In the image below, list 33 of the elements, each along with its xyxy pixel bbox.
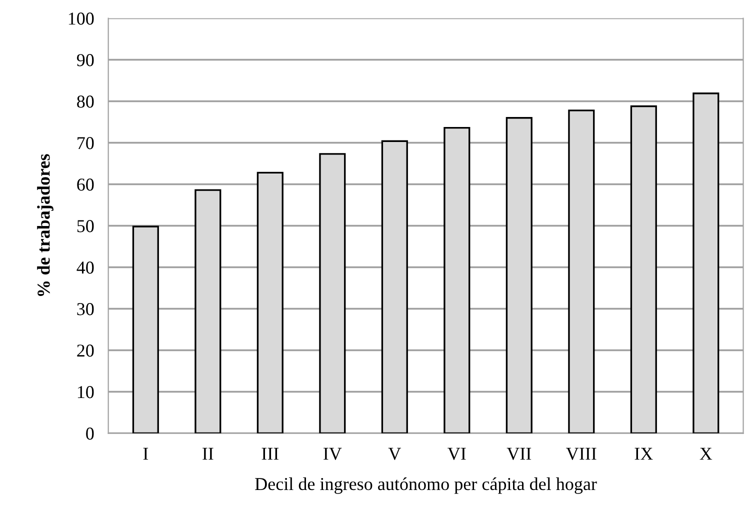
x-tick-label: V	[388, 448, 401, 460]
bar	[319, 153, 346, 434]
y-axis-title: % de trabajadores	[37, 154, 54, 296]
y-tick-label: 50	[77, 220, 94, 232]
bar	[630, 105, 657, 434]
y-tick-label: 60	[77, 178, 94, 191]
x-axis-title: Decil de ingreso autónomo per cápita del hogar	[255, 477, 597, 494]
x-tick-label: VI	[448, 448, 466, 460]
x-tick-label: X	[700, 448, 712, 460]
bar	[132, 226, 159, 434]
x-tick-label: III	[262, 448, 279, 460]
y-tick-label: 100	[68, 12, 94, 25]
x-tick-label: II	[202, 448, 214, 460]
bar	[444, 126, 470, 434]
bar	[256, 172, 284, 434]
bar	[381, 140, 408, 434]
y-tick-label: 10	[78, 386, 94, 398]
y-tick-label: 90	[76, 54, 94, 66]
x-tick-label: IV	[324, 448, 342, 460]
x-tick-label: I	[143, 448, 148, 460]
y-tick-label: 30	[77, 303, 94, 316]
bar	[194, 189, 222, 434]
bar	[506, 117, 532, 434]
y-tick-label: 0	[86, 428, 94, 440]
x-tick-label: IX	[634, 448, 653, 460]
y-tick-label: 70	[78, 137, 94, 150]
x-tick-label: VII	[506, 448, 532, 460]
y-tick-label: 20	[77, 344, 94, 357]
y-tick-label: 80	[77, 96, 94, 108]
bar	[568, 110, 595, 434]
x-tick-label: VIII	[566, 448, 596, 460]
y-tick-label: 40	[76, 262, 94, 274]
bar	[692, 92, 720, 434]
